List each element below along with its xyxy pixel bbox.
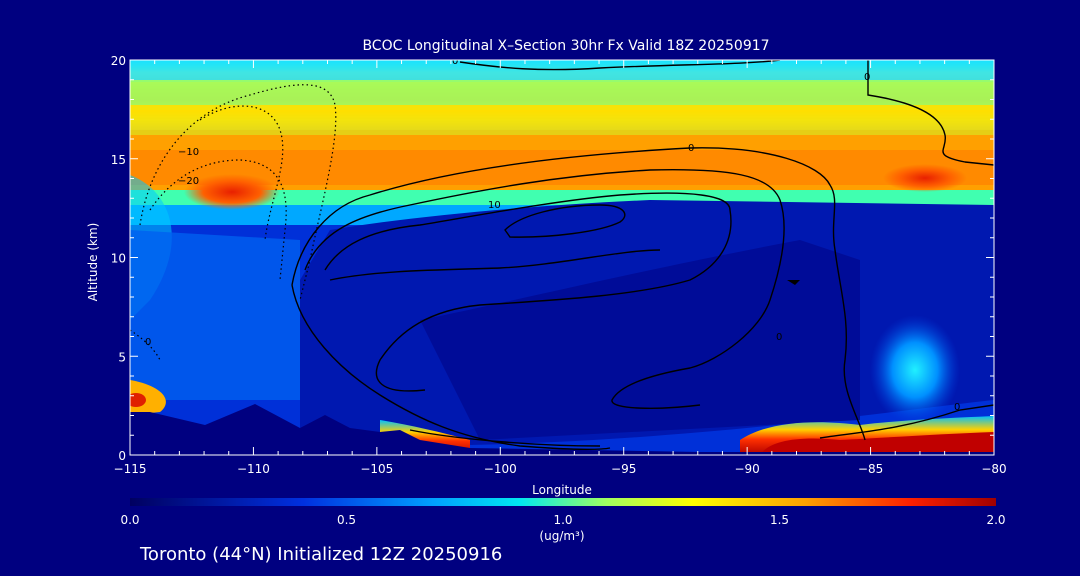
hotspot-west [184,174,280,210]
contour-0-plume [291,284,611,451]
contour-positive [291,60,994,451]
plume-deep [420,240,860,440]
colorbar-ticks: 0.0 0.5 1.0 1.5 2.0 [120,513,1005,527]
stratosphere-top [130,60,994,82]
colorbar-tick-label: 0.0 [120,513,139,527]
plot-area: 0 0 10 −10 −20 0 0 0 0 [130,56,994,455]
x-tick-label: −85 [858,462,883,476]
y-axis-label: Altitude (km) [86,223,100,302]
colorbar-tick-label: 1.0 [553,513,572,527]
x-tick-label: −95 [611,462,636,476]
hotspot-east [883,164,967,192]
contour-label-top: 0 [452,56,458,67]
contour-label-right: 0 [864,72,870,83]
contour-mid [329,249,661,281]
tropopause-core [130,150,994,185]
contour-label-low: 0 [776,332,782,343]
colorbar [130,498,996,506]
plume-cyan-east [870,315,960,425]
chart-title: BCOC Longitudinal X–Section 30hr Fx Vali… [362,38,769,54]
contour-label-left: 0 [145,337,151,348]
colorbar-label: (ug/m³) [539,529,584,543]
contour-0-bottom [819,404,994,439]
contour-label-neg20: −20 [178,176,199,187]
y-tick-label: 10 [111,252,126,266]
contour-neg10-line [139,84,337,301]
x-tick-label: −90 [734,462,759,476]
colorbar-tick-label: 1.5 [770,513,789,527]
lower-left-hot [130,393,146,407]
y-tick-label: 5 [118,350,126,364]
contour-core [504,204,626,238]
x-tick-label: −115 [114,462,147,476]
contour-label-upper: 0 [688,143,694,154]
y-axis: 0 5 10 15 20 [111,54,994,463]
x-tick-label: −80 [981,462,1006,476]
contour-0-outer [291,147,866,441]
small-triangle [787,280,800,285]
contour-inner [324,192,732,392]
contour-label-neg10: −10 [178,147,199,158]
footer-text: Toronto (44°N) Initialized 12Z 20250916 [139,544,502,565]
contour-0-base [409,429,601,447]
contour-negative [130,84,337,361]
x-tick-label: −100 [484,462,517,476]
x-tick-label: −105 [360,462,393,476]
contour-label-10: 10 [488,200,501,211]
colorbar-tick-label: 2.0 [986,513,1005,527]
y-tick-label: 15 [111,153,126,167]
contour-10 [304,169,785,409]
terrain [130,404,994,455]
x-tick-label: −110 [237,462,270,476]
boundary-layer-red [760,432,994,455]
y-tick-label: 20 [111,54,126,68]
colorbar-tick-label: 0.5 [337,513,356,527]
x-axis-label: Longitude [532,483,592,497]
stratosphere-yellow [130,105,994,140]
contour-label-bottom: 0 [954,402,960,413]
y-tick-label: 0 [118,449,126,463]
contour-0-right [867,60,994,166]
left-midlevel [130,230,300,400]
x-axis: −115 −110 −105 −100 −95 −90 −85 −80 [114,60,1007,476]
